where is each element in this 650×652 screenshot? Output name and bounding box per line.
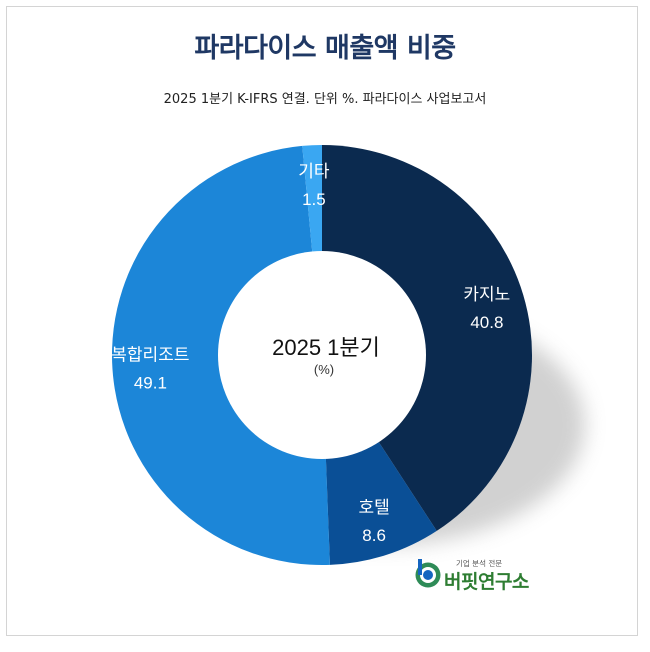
slice-casino-value-label: 40.8 <box>470 313 503 332</box>
center-label-unit: (%) <box>314 362 334 377</box>
slice-hotel-category-label: 호텔 <box>358 498 389 518</box>
logo-tagline: 기업 분석 전문 <box>456 559 503 568</box>
buffett-lab-logo: 기업 분석 전문 버핏연구소 <box>414 556 574 593</box>
chart-title: 파라다이스 매출액 비중 <box>194 33 456 64</box>
logo-name: 버핏연구소 <box>444 571 529 593</box>
slice-resort-category-label: 복합리조트 <box>111 345 189 365</box>
slice-casino-category-label: 카지노 <box>463 285 510 305</box>
slice-hotel-value-label: 8.6 <box>362 526 386 545</box>
chart-subtitle: 2025 1분기 K-IFRS 연결. 단위 %. 파라다이스 사업보고서 <box>163 92 487 107</box>
slice-resort-value-label: 49.1 <box>134 373 167 392</box>
slice-other-value-label: 1.5 <box>302 190 326 209</box>
logo-mark-icon <box>415 559 441 588</box>
donut-hole <box>218 251 426 459</box>
slice-other-category-label: 기타 <box>298 162 330 182</box>
center-label-period: 2025 1분기 <box>272 335 380 360</box>
